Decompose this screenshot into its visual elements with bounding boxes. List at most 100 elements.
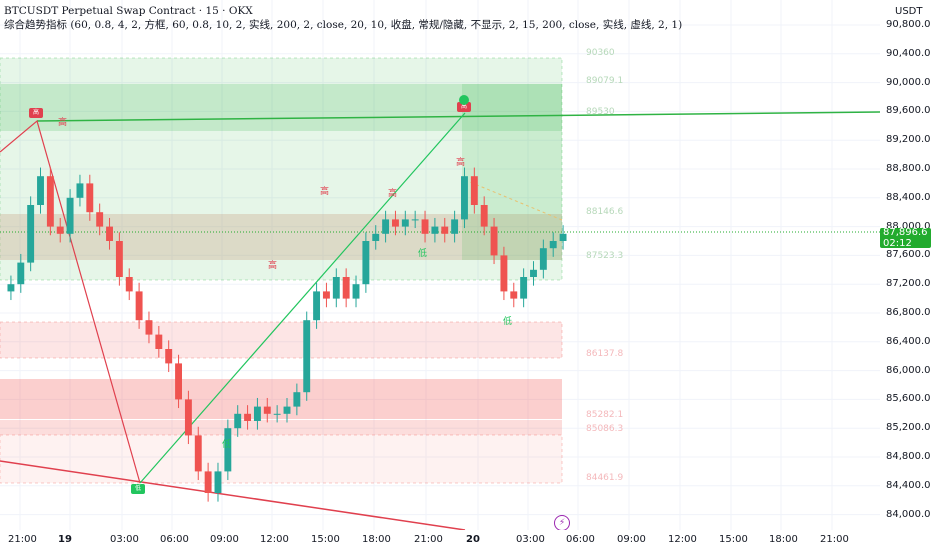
time-axis[interactable]: 21:00 19 03:00 06:00 09:00 12:00 15:00 18:00 21:… — [0, 530, 880, 550]
candle-body — [559, 233, 567, 241]
candle-body — [115, 241, 123, 277]
candle-body — [293, 392, 301, 407]
candle-body — [86, 183, 94, 213]
lightning-icon[interactable]: ⚡ — [554, 515, 570, 530]
red-trendline — [0, 460, 466, 530]
candle-body — [470, 176, 478, 205]
price-tick: 89,600.0 — [886, 105, 931, 117]
price-tick: 90,400.0 — [886, 47, 931, 59]
price-chart[interactable] — [0, 0, 880, 530]
candle-body — [135, 291, 143, 321]
indicator-legend[interactable]: 综合趋势指标 (60, 0.8, 4, 2, 方框, 60, 0.8, 10, … — [4, 19, 683, 31]
price-tick: 89,200.0 — [886, 134, 931, 146]
time-tick: 20 — [466, 534, 480, 545]
candle-body — [313, 291, 321, 321]
candle-body — [401, 219, 409, 227]
time-tick: 21:00 — [820, 534, 849, 545]
high-marker-5: 高 — [456, 158, 466, 168]
time-tick: 06:00 — [566, 534, 595, 545]
candle-body — [441, 226, 449, 234]
price-tick: 87,600.0 — [886, 249, 931, 261]
candle-body — [382, 219, 390, 234]
resistance-zones — [0, 57, 563, 484]
zone-label-3: 89530 — [586, 107, 615, 117]
time-tick: 12:00 — [668, 534, 697, 545]
grid-lines — [0, 0, 880, 530]
high-marker-2: 高 — [320, 187, 330, 197]
green-trendline — [36, 111, 880, 122]
candle-body — [155, 334, 163, 349]
candle-body — [362, 241, 370, 285]
price-tick: 84,800.0 — [886, 451, 931, 462]
chart-area[interactable]: BTCUSDT Perpetual Swap Contract · 15 · O… — [0, 0, 880, 530]
zone-label-8: 85086.3 — [586, 424, 624, 434]
time-tick: 03:00 — [110, 534, 139, 545]
swing-high-tag-right: 高 — [457, 102, 471, 112]
high-marker-3: 高 — [388, 189, 398, 199]
time-tick: 21:00 — [8, 534, 37, 545]
candle-body — [96, 212, 104, 227]
time-tick: 12:00 — [260, 534, 289, 545]
time-tick: 06:00 — [160, 534, 189, 545]
candle-body — [165, 349, 173, 364]
candle-body — [520, 277, 528, 299]
zone-label-1: 90360 — [586, 48, 615, 58]
time-tick: 21:00 — [414, 534, 443, 545]
candle-body — [145, 320, 153, 335]
time-tick: 15:00 — [719, 534, 748, 545]
zone-label-6: 86137.8 — [586, 349, 624, 359]
price-tick: 88,800.0 — [886, 163, 931, 174]
price-tick: 87,200.0 — [886, 278, 931, 290]
candle-body — [76, 183, 84, 198]
zigzag-line-green — [139, 112, 466, 484]
price-tick: 90,000.0 — [886, 76, 931, 88]
candle-body — [17, 262, 25, 285]
candle-body — [411, 219, 419, 221]
candle-body — [549, 241, 557, 249]
chart-header: BTCUSDT Perpetual Swap Contract · 15 · O… — [4, 4, 682, 32]
candle-body — [500, 255, 508, 292]
price-tick: 85,600.0 — [886, 393, 931, 405]
candle-body — [480, 205, 488, 227]
candle-body — [125, 277, 133, 292]
zone-label-5: 87523.3 — [586, 251, 624, 261]
last-price-badge: 87,896.6 02:12 — [880, 228, 931, 249]
candle-body — [204, 471, 212, 493]
price-tick: 86,000.0 — [886, 364, 931, 376]
candlestick-series — [7, 167, 567, 502]
candle-body — [451, 219, 459, 234]
candle-body — [263, 406, 271, 414]
candle-body — [431, 226, 439, 234]
green-dot-icon — [459, 95, 469, 105]
low-marker-1: 低 — [418, 249, 428, 259]
zone-label-7: 85282.1 — [586, 410, 624, 420]
candle-countdown: 02:12 — [883, 238, 912, 249]
symbol-title: BTCUSDT Perpetual Swap Contract · 15 · O… — [4, 5, 253, 17]
price-axis[interactable]: USDT 90,800.0 90,400.0 90,000.0 89,600.0 89,… — [880, 0, 932, 550]
time-tick: 19 — [58, 534, 72, 545]
candle-body — [46, 176, 54, 227]
candle-body — [461, 176, 468, 220]
candle-body — [244, 413, 252, 421]
time-tick: 15:00 — [311, 534, 340, 545]
candle-body — [283, 406, 291, 414]
candle-body — [372, 233, 380, 241]
candle-body — [234, 413, 242, 429]
candle-body — [37, 176, 44, 205]
candle-body — [332, 277, 340, 299]
candle-body — [510, 291, 518, 299]
candle-body — [490, 226, 498, 256]
price-tick: 88,000.0 — [886, 220, 931, 232]
price-tick: 86,400.0 — [886, 335, 931, 347]
candle-body — [214, 471, 222, 493]
candle-body — [342, 277, 350, 299]
candle-body — [7, 284, 15, 292]
candle-body — [253, 406, 261, 421]
price-tick: 85,200.0 — [886, 422, 931, 434]
swing-high-tag-left: 高 — [29, 108, 43, 118]
candle-body — [539, 248, 547, 270]
time-tick: 18:00 — [362, 534, 391, 545]
price-tick: 90,800.0 — [886, 19, 931, 30]
candle-body — [106, 226, 113, 241]
currency-label: USDT — [895, 6, 923, 17]
